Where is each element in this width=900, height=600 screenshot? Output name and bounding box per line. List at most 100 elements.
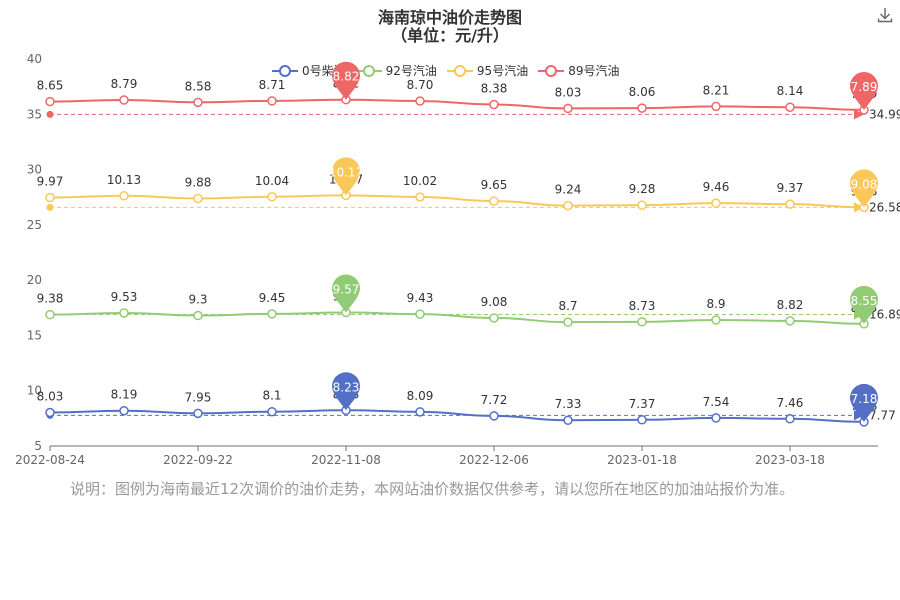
data-label: 9.53 (111, 290, 138, 304)
data-label: 7.33 (555, 397, 582, 411)
y-tick-label: 35 (27, 107, 42, 121)
legend-label: 95号汽油 (476, 64, 529, 78)
average-label: 7.77 (869, 408, 896, 422)
data-point (785, 102, 795, 112)
average-line-arrow (854, 109, 864, 120)
average-label: 26.58 (869, 200, 900, 214)
data-label: 9.43 (407, 291, 434, 305)
max-marker (332, 61, 360, 100)
x-tick-label: 2022-09-22 (163, 453, 233, 467)
data-label: 8.82 (777, 298, 804, 312)
data-point (45, 96, 55, 107)
data-label: 9.97 (37, 175, 64, 189)
data-label: 9.88 (185, 176, 212, 190)
data-point (119, 191, 129, 201)
data-point (415, 96, 425, 106)
min-marker-label: 8.55 (851, 294, 878, 308)
data-label: 8.79 (111, 77, 138, 91)
data-point (637, 200, 647, 210)
y-tick-label: 40 (27, 52, 42, 66)
data-point (267, 309, 277, 319)
data-point (193, 97, 203, 108)
data-point (489, 411, 499, 421)
y-tick-label: 5 (34, 439, 42, 453)
data-label: 7.37 (629, 397, 656, 411)
data-label: 7.46 (777, 396, 804, 410)
legend-swatch-icon (446, 64, 473, 77)
data-point (637, 415, 647, 425)
data-point (193, 408, 203, 419)
data-label: 8.71 (259, 78, 286, 92)
data-point (563, 415, 573, 425)
data-label: 10.13 (107, 173, 141, 187)
legend-item[interactable]: 89号汽油 (538, 62, 619, 79)
data-label: 8.09 (407, 389, 434, 403)
legend-swatch-icon (355, 64, 382, 77)
max-marker-label: 9.57 (333, 283, 360, 297)
data-point (711, 101, 721, 112)
min-marker (850, 169, 878, 208)
data-label: 8.65 (37, 79, 64, 93)
data-label: 7.95 (185, 390, 212, 404)
data-label: 8.70 (407, 78, 434, 92)
data-label: 8.73 (629, 299, 656, 313)
average-label: 16.89 (869, 308, 900, 322)
data-label: 8.14 (777, 84, 804, 98)
data-point (563, 200, 573, 211)
data-point (563, 103, 573, 114)
data-point (267, 406, 277, 417)
data-point (489, 313, 499, 323)
series-line (49, 98, 865, 111)
legend-label: 92号汽油 (385, 64, 437, 78)
average-line-arrow (854, 410, 864, 421)
data-label: 8.7 (558, 299, 577, 313)
data-label: 8.03 (37, 389, 64, 403)
min-marker-label: 7.18 (851, 392, 878, 406)
data-point (711, 315, 721, 325)
data-point (415, 192, 425, 202)
min-marker (850, 71, 878, 110)
y-tick-label: 10 (27, 384, 42, 398)
series-line (49, 409, 865, 423)
data-label: 9.37 (777, 181, 804, 195)
download-icon[interactable] (876, 6, 894, 24)
max-marker-label: 8.23 (333, 380, 360, 394)
data-label: 9.38 (37, 292, 64, 306)
max-marker (332, 274, 360, 313)
data-point (785, 414, 795, 424)
average-label: 34.99 (869, 107, 900, 121)
legend-swatch-icon (272, 64, 298, 77)
data-point (45, 192, 55, 203)
data-point (637, 317, 647, 327)
data-point (785, 199, 795, 209)
chart-subtitle: （单位：元/升） (391, 26, 509, 45)
data-label: 10.04 (255, 174, 289, 188)
y-tick-label: 30 (27, 163, 42, 177)
data-label: 9.24 (555, 183, 582, 197)
y-tick-label: 20 (27, 273, 42, 287)
data-point (45, 407, 55, 418)
data-point (637, 103, 647, 113)
data-label: 8.06 (629, 85, 656, 99)
data-label: 9.45 (259, 291, 286, 305)
data-point (119, 95, 129, 105)
data-point (119, 308, 129, 318)
data-label: 7.72 (481, 393, 508, 407)
data-label: 8.1 (262, 389, 281, 403)
min-marker-label: 9.08 (851, 177, 878, 191)
min-marker (850, 383, 878, 422)
data-point (711, 413, 721, 423)
min-marker-label: 7.89 (851, 80, 878, 94)
data-point (415, 407, 425, 417)
legend-item[interactable]: 92号汽油 (355, 62, 437, 79)
chart-note: 说明：图例为海南最近12次调价的油价走势，本网站油价数据仅供参考，请以您所在地区… (70, 480, 795, 498)
max-marker (332, 157, 360, 196)
data-point (119, 405, 129, 416)
data-label: 10.02 (403, 174, 437, 188)
data-label: 9.46 (703, 180, 730, 194)
max-marker-label: 10.17 (329, 165, 363, 179)
legend-item[interactable]: 95号汽油 (446, 62, 529, 79)
data-point (267, 192, 277, 202)
x-tick-label: 2022-11-08 (311, 453, 381, 467)
